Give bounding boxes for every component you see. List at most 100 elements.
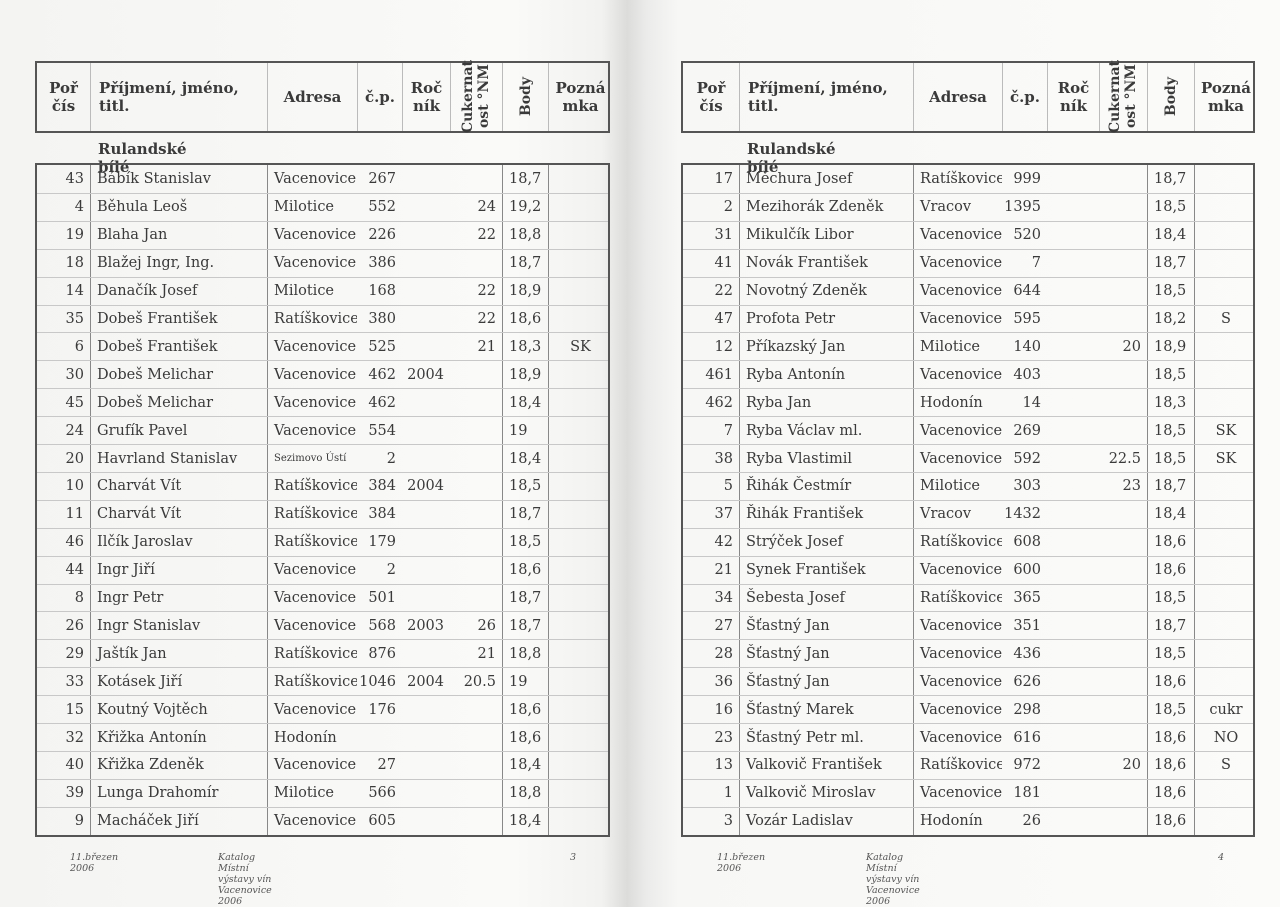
cell-number: 33 (65, 673, 84, 690)
cell-sugar (1099, 306, 1147, 333)
cell-points: 18,6 (1147, 556, 1194, 584)
table-row: 21 Synek František Vacenovice 600 18,6 (683, 555, 1253, 584)
header-label: Poř čís (49, 79, 78, 115)
cell-note: S (1194, 751, 1257, 779)
cell-name: Křižka Zdeněk (90, 751, 267, 779)
cell-sugar: 22 (477, 227, 496, 244)
cell-sugar (1099, 808, 1147, 835)
cell-name: Ingr Petr (90, 584, 267, 612)
cell-number: 28 (714, 645, 733, 662)
cell-name: Valkovič František (739, 751, 913, 779)
cell-name: Šťastný Jan (739, 612, 913, 640)
cell-sugar (1099, 501, 1147, 528)
cell-note (548, 640, 612, 668)
table-row: 26 Ingr Stanislav Vacenovice 568 2003 26 18,7 (37, 611, 608, 640)
header-label: Adresa (283, 88, 342, 106)
header-sugar: Cukernat ost °NM (1099, 60, 1147, 134)
cell-name: Šebesta Josef (739, 584, 913, 612)
cell-address: Vacenovice (267, 584, 357, 612)
cell-vintage (1047, 165, 1099, 193)
cell-vintage (1047, 417, 1099, 444)
cell-address: Vacenovice (913, 277, 1002, 305)
table-row: 24 Grufík Pavel Vacenovice 554 19 (37, 416, 608, 445)
cell-number: 20 (65, 450, 84, 467)
cell-vintage (1047, 250, 1099, 277)
cell-name: Šťastný Jan (739, 640, 913, 668)
cell-vintage (1047, 306, 1099, 333)
cell-address: Vacenovice (913, 724, 1002, 751)
cell-points: 18,5 (502, 472, 548, 500)
table-row: 19 Blaha Jan Vacenovice 226 22 18,8 (37, 220, 608, 249)
cell-sugar (1099, 585, 1147, 612)
footer-date: 11.březen 2006 (70, 852, 119, 874)
entries-table: 43 Bábík Stanislav Vacenovice 267 18,7 4 Běhul… (35, 163, 610, 837)
cell-note (548, 556, 612, 584)
cell-vintage (1047, 640, 1099, 667)
table-row: 16 Šťastný Marek Vacenovice 298 18,5 cukr (683, 695, 1253, 724)
cell-note (548, 751, 612, 779)
cell-note (548, 305, 612, 333)
table-header: Poř čís Příjmení, jméno, titl. Adresa č.p. R… (681, 60, 1255, 134)
table-row: 15 Koutný Vojtěch Vacenovice 176 18,6 (37, 695, 608, 724)
cell-number: 39 (65, 785, 84, 802)
cell-number: 44 (65, 562, 84, 579)
cell-sugar (450, 165, 502, 193)
cell-name: Řihák Čestmír (739, 472, 913, 500)
table-row: 9 Macháček Jiří Vacenovice 605 18,4 (37, 806, 608, 835)
cell-number: 6 (74, 338, 84, 355)
cell-number: 7 (723, 422, 733, 439)
cell-points: 18,5 (1147, 696, 1194, 724)
cell-house-number: 365 (1013, 590, 1041, 606)
cell-points: 18,4 (502, 445, 548, 472)
cell-number: 32 (65, 729, 84, 746)
cell-number: 47 (714, 311, 733, 327)
cell-address: Vacenovice (267, 221, 357, 249)
cell-address: Milotice (267, 779, 357, 807)
cell-address: Ratíškovice (267, 472, 357, 500)
cell-address: Milotice (913, 472, 1002, 500)
cell-name: Charvát Vít (90, 472, 267, 500)
cell-vintage (402, 501, 450, 528)
cell-name: Dobeš František (90, 305, 267, 333)
header-sugar: Cukernat ost °NM (450, 60, 502, 134)
cell-name: Bábík Stanislav (90, 165, 267, 193)
cell-note (1194, 389, 1257, 417)
cell-note (1194, 640, 1257, 668)
cell-address: Vacenovice (913, 640, 1002, 668)
cell-name: Šťastný Petr ml. (739, 724, 913, 751)
cell-vintage (402, 808, 450, 835)
cell-sugar (1099, 417, 1147, 444)
cell-name: Ryba Vlastimil (739, 445, 913, 472)
header-label: Body (1163, 77, 1179, 117)
cell-house-number: 140 (1013, 338, 1041, 355)
cell-points: 18,3 (502, 333, 548, 361)
cell-number: 22 (714, 283, 733, 300)
footer-page: 4 (1218, 852, 1225, 863)
table-row: 5 Řihák Čestmír Milotice 303 23 18,7 (683, 471, 1253, 500)
cell-name: Dobeš Melichar (90, 361, 267, 389)
cell-house-number (357, 724, 402, 751)
cell-note (548, 445, 612, 472)
entries-table: 17 Měchura Josef Ratíškovice 999 18,7 2 Meziho… (681, 163, 1255, 837)
cell-address: Vacenovice (267, 165, 357, 193)
cell-house-number: 566 (368, 785, 396, 802)
header-name: Příjmení, jméno, titl. (739, 63, 913, 131)
cell-house-number: 7 (1031, 255, 1041, 272)
cell-note (1194, 500, 1257, 528)
table-row: 22 Novotný Zdeněk Vacenovice 644 18,5 (683, 276, 1253, 305)
cell-address: Vacenovice (913, 249, 1002, 277)
cell-note (548, 249, 612, 277)
cell-note (1194, 277, 1257, 305)
cell-note (1194, 556, 1257, 584)
cell-number: 9 (74, 813, 84, 830)
table-row: 31 Mikulčík Libor Vacenovice 520 18,4 (683, 220, 1253, 249)
cell-house-number: 179 (368, 534, 396, 551)
cell-points: 18,5 (1147, 361, 1194, 389)
cell-note (1194, 361, 1257, 389)
table-row: 18 Blažej Ingr, Ing. Vacenovice 386 18,7 (37, 248, 608, 277)
cell-name: Běhula Leoš (90, 193, 267, 221)
cell-house-number: 386 (368, 255, 396, 272)
cell-address: Ratíškovice (913, 165, 1002, 193)
cell-note (548, 500, 612, 528)
cell-name: Blažej Ingr, Ing. (90, 249, 267, 277)
